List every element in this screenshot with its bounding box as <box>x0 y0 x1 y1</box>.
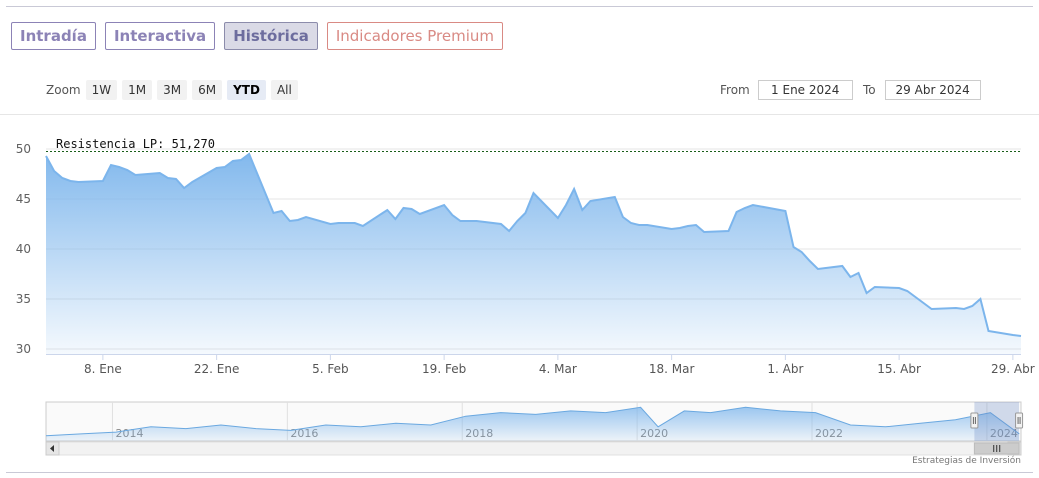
tab-intradia[interactable]: Intradía <box>11 22 96 50</box>
range-to-label: To <box>863 83 876 97</box>
zoom-ytd-button[interactable]: YTD <box>227 80 266 100</box>
scroll-left-arrow-icon <box>50 445 54 452</box>
y-tick-label: 45 <box>16 192 31 206</box>
zoom-6m-button[interactable]: 6M <box>192 80 223 100</box>
zoom-selector: Zoom 1W 1M 3M 6M YTD All <box>46 80 303 100</box>
navigator: 201420162018202020222024 <box>45 401 1024 456</box>
resistance-line: Resistencia LP: 51,270 <box>46 137 1021 152</box>
zoom-1w-button[interactable]: 1W <box>85 80 118 100</box>
x-tick-label: 4. Mar <box>539 362 577 376</box>
bottom-divider <box>6 472 1033 473</box>
x-tick-label: 15. Abr <box>877 362 921 376</box>
x-axis: 8. Ene 22. Ene 5. Feb 19. Feb 4. Mar 18. Mar 1… <box>46 354 1035 376</box>
range-to: To 29 Abr 2024 <box>863 80 981 100</box>
y-tick-label: 30 <box>16 342 31 356</box>
zoom-label: Zoom <box>46 83 81 97</box>
credits-text: Estrategias de Inversión <box>912 456 1021 466</box>
navigator-line <box>45 406 1020 437</box>
navigator-area <box>46 407 1020 441</box>
main-series <box>45 152 1022 354</box>
series-area <box>46 154 1021 354</box>
range-from: From 1 Ene 2024 <box>720 80 853 100</box>
navigator-left-handle[interactable] <box>970 412 979 429</box>
y-tick-label: 50 <box>16 142 31 156</box>
y-axis: 50 45 40 35 30 <box>16 142 31 356</box>
series-line[interactable] <box>45 152 1022 337</box>
x-tick-label: 5. Feb <box>312 362 349 376</box>
resistance-label: Resistencia LP: 51,270 <box>56 137 215 151</box>
tab-historica[interactable]: Histórica <box>224 22 318 50</box>
zoom-1m-button[interactable]: 1M <box>122 80 153 100</box>
y-tick-label: 35 <box>16 292 31 306</box>
navigator-selection[interactable] <box>974 402 1020 441</box>
top-divider <box>6 6 1033 7</box>
x-tick-label: 8. Ene <box>84 362 122 376</box>
tab-interactiva[interactable]: Interactiva <box>104 22 216 50</box>
zoom-all-button[interactable]: All <box>270 80 298 100</box>
y-tick-label: 40 <box>16 242 31 256</box>
tab-indicadores-premium[interactable]: Indicadores Premium <box>326 22 503 50</box>
chart-tabs: Intradía Interactiva Histórica Indicador… <box>11 22 503 50</box>
x-tick-label: 22. Ene <box>194 362 239 376</box>
range-to-input[interactable]: 29 Abr 2024 <box>884 80 981 100</box>
zoom-3m-button[interactable]: 3M <box>157 80 188 100</box>
navigator-right-handle[interactable] <box>1015 412 1024 429</box>
x-tick-label: 18. Mar <box>649 362 695 376</box>
range-from-label: From <box>720 83 750 97</box>
scrollbar-track[interactable] <box>45 441 1022 456</box>
x-tick-label: 1. Abr <box>767 362 803 376</box>
x-tick-label: 19. Feb <box>422 362 466 376</box>
range-from-input[interactable]: 1 Ene 2024 <box>757 80 853 100</box>
x-tick-label: 29. Abr <box>991 362 1035 376</box>
